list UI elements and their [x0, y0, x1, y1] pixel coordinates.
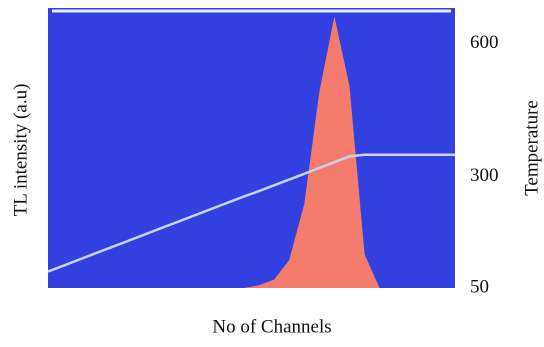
y2-tick-label: 50 [470, 276, 489, 297]
y2-axis-label: Temperature [521, 100, 542, 196]
plot-background [48, 8, 455, 288]
x-axis-label: No of Channels [212, 316, 331, 337]
y2-tick-label: 300 [470, 165, 499, 186]
y2-tick-label: 600 [470, 32, 499, 53]
y-axis-label: TL intensity (a.u) [10, 84, 31, 217]
chart: TL intensity (a.u) Temperature No of Cha… [0, 0, 544, 342]
